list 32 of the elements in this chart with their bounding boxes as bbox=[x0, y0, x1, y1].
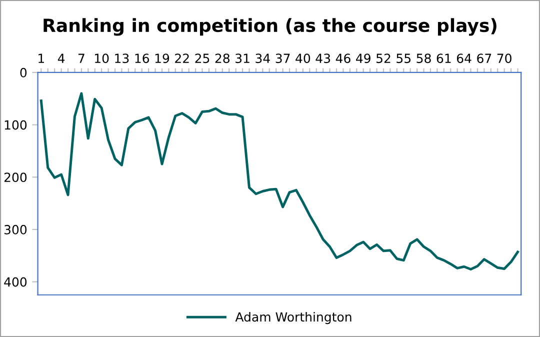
x-tick-label: 67 bbox=[477, 54, 492, 64]
x-tick-label: 31 bbox=[236, 54, 250, 64]
y-tick-label: 300 bbox=[4, 224, 27, 234]
x-tick-label: 70 bbox=[497, 54, 512, 64]
line-series bbox=[40, 92, 519, 270]
x-tick-label: 46 bbox=[336, 54, 350, 64]
x-tick-label: 61 bbox=[436, 54, 451, 64]
x-tick-label: 7 bbox=[78, 54, 84, 63]
x-tick-label: 34 bbox=[256, 54, 270, 64]
x-tick-label: 1 bbox=[38, 54, 44, 63]
x-tick-label: 25 bbox=[195, 54, 210, 64]
x-tick-label: 10 bbox=[94, 54, 109, 64]
x-tick-label: 22 bbox=[175, 54, 189, 63]
x-tick-label: 37 bbox=[276, 54, 290, 64]
x-tick-label: 40 bbox=[296, 54, 310, 64]
x-tick-label: 64 bbox=[456, 54, 472, 64]
x-tick-label: 49 bbox=[356, 54, 370, 64]
y-tick-label: 400 bbox=[4, 277, 27, 287]
x-tick-label: 52 bbox=[376, 54, 390, 64]
y-tick-label: 100 bbox=[4, 120, 27, 130]
x-tick-label: 28 bbox=[215, 54, 230, 64]
x-tick-label: 4 bbox=[58, 54, 65, 63]
x-tick-label: 19 bbox=[155, 54, 170, 64]
x-tick-label: 58 bbox=[416, 54, 431, 64]
x-tick-label: 13 bbox=[115, 54, 129, 64]
legend-label: Adam Worthington bbox=[235, 312, 352, 324]
y-tick-label: 0 bbox=[20, 68, 27, 78]
x-tick-label: 43 bbox=[316, 54, 330, 64]
x-tick-label: 55 bbox=[396, 54, 410, 64]
chart-title: Ranking in competition (as the course plays) bbox=[44, 18, 496, 36]
y-tick-label: 200 bbox=[4, 172, 27, 182]
x-tick-label: 16 bbox=[135, 54, 150, 64]
